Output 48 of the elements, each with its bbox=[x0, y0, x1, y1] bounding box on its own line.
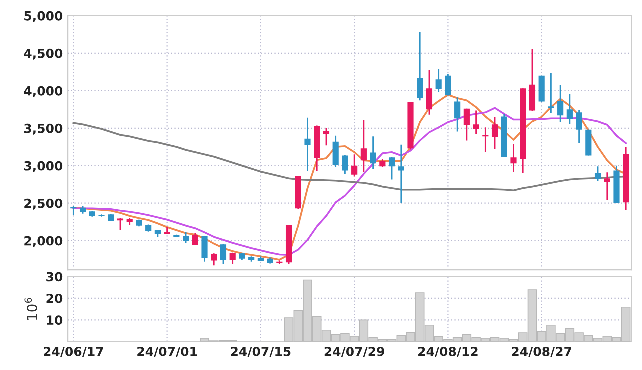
candlestick bbox=[388, 156, 396, 180]
candlestick bbox=[352, 154, 358, 178]
candlestick bbox=[370, 136, 376, 170]
candlestick bbox=[332, 135, 339, 168]
candlestick bbox=[202, 235, 208, 263]
candlestick bbox=[473, 110, 480, 135]
candlestick bbox=[192, 232, 198, 246]
y-tick-label: 20 bbox=[46, 294, 63, 304]
candlestick bbox=[398, 144, 404, 204]
x-tick-label: 24/07/15 bbox=[231, 346, 291, 358]
y-tick-label: 4,500 bbox=[24, 48, 63, 60]
x-tick-label: 24/08/27 bbox=[512, 346, 572, 358]
y-tick-label: 10 bbox=[47, 316, 63, 326]
candlestick bbox=[417, 31, 424, 102]
x-tick-label: 24/08/12 bbox=[418, 346, 478, 358]
candlestick bbox=[558, 84, 564, 124]
x-tick-label: 24/06/17 bbox=[44, 346, 104, 358]
y-tick-label: 3,000 bbox=[24, 161, 63, 172]
candlestick bbox=[304, 117, 311, 172]
candlestick bbox=[482, 126, 489, 153]
candlestick bbox=[576, 109, 582, 144]
candlestick bbox=[182, 232, 190, 244]
candlestick bbox=[548, 72, 554, 114]
candlestick bbox=[220, 244, 227, 265]
candlestick bbox=[211, 252, 218, 266]
y-tick-label: 3,500 bbox=[24, 124, 63, 135]
candlestick bbox=[604, 172, 610, 201]
y-tick-label: 2,000 bbox=[24, 236, 63, 248]
candlestick bbox=[454, 96, 461, 132]
candlestick bbox=[436, 68, 442, 94]
y-tick-label: 4,000 bbox=[24, 86, 63, 98]
candlestick bbox=[566, 94, 573, 125]
candlestick bbox=[510, 144, 517, 173]
x-tick-label: 24/07/29 bbox=[324, 346, 384, 358]
candlestick bbox=[323, 128, 330, 146]
y-tick-label: 2,500 bbox=[24, 198, 63, 210]
y-tick-label: 30 bbox=[46, 272, 63, 282]
candlestick bbox=[426, 70, 433, 116]
candlestick bbox=[445, 73, 452, 96]
candlestick bbox=[342, 154, 348, 175]
x-tick-label: 24/07/01 bbox=[138, 346, 198, 358]
candlestick bbox=[70, 206, 77, 216]
candlestick bbox=[464, 108, 470, 142]
candlestick bbox=[594, 166, 602, 182]
y-tick-label: 5,000 bbox=[24, 11, 63, 22]
candlestick bbox=[492, 116, 498, 150]
y-axis-title: 10$^{6}$ bbox=[24, 298, 38, 320]
candlestick bbox=[360, 119, 367, 173]
